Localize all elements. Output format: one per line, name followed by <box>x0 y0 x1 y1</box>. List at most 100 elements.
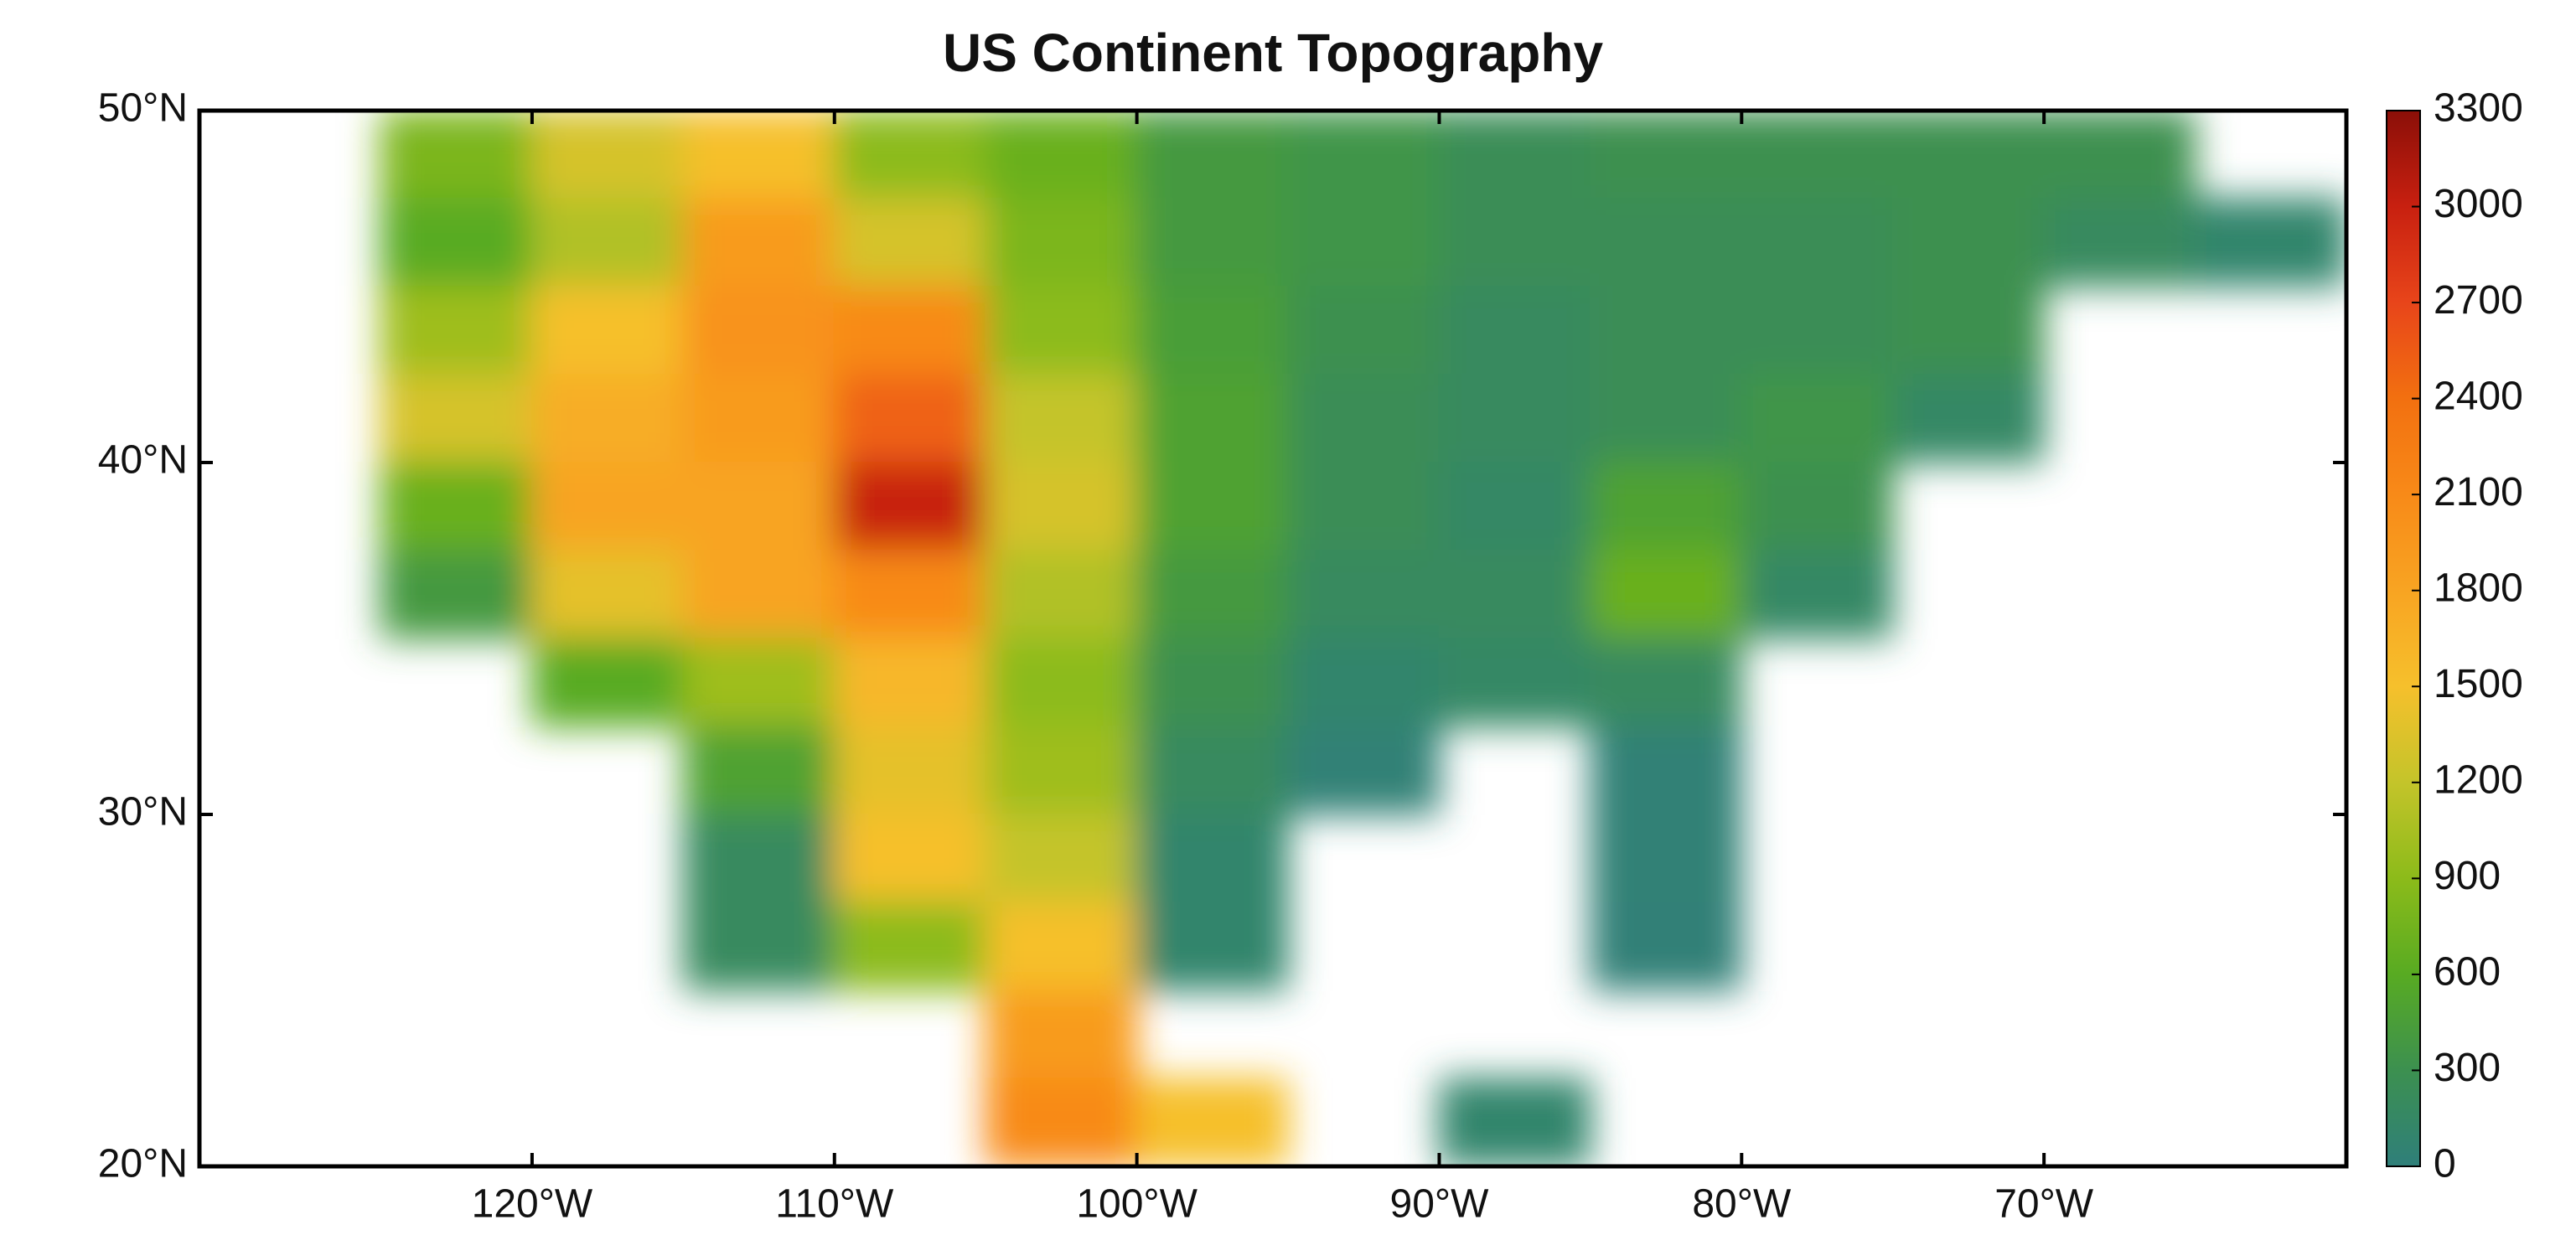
elevation-cell <box>2194 198 2346 287</box>
elevation-cell <box>1135 726 1290 815</box>
x-tick-label: 120°W <box>472 1182 593 1227</box>
elevation-cell <box>833 550 987 639</box>
colorbar <box>2386 110 2421 1167</box>
elevation-cell <box>1741 550 1894 639</box>
elevation-cell <box>1287 726 1441 815</box>
elevation-cell <box>985 374 1138 463</box>
elevation-cell <box>1741 286 1894 375</box>
elevation-cell <box>1589 814 1743 903</box>
elevation-cells <box>380 111 2346 1166</box>
elevation-cell <box>1135 462 1290 551</box>
plot-frame <box>197 108 2349 1169</box>
elevation-cell <box>1438 286 1591 375</box>
y-tick-label: 20°N <box>98 1142 188 1186</box>
elevation-cell <box>1287 462 1441 551</box>
elevation-cell <box>1589 902 1743 991</box>
elevation-cell <box>1438 462 1591 551</box>
elevation-cell <box>1135 111 1290 199</box>
y-tick-label: 50°N <box>98 86 188 131</box>
x-tick-label: 110°W <box>775 1182 894 1227</box>
elevation-cell <box>833 902 987 991</box>
elevation-cell <box>530 111 685 199</box>
elevation-cell <box>1589 550 1743 639</box>
colorbar-tick-label: 900 <box>2434 854 2501 898</box>
elevation-cell <box>1438 1078 1591 1166</box>
y-tick-label: 40°N <box>98 438 188 483</box>
elevation-cell <box>1287 111 1441 199</box>
elevation-cell <box>682 726 835 815</box>
elevation-cell <box>985 638 1138 727</box>
elevation-cell <box>1438 550 1591 639</box>
elevation-cell <box>1287 550 1441 639</box>
elevation-cell <box>1135 286 1290 375</box>
elevation-cell <box>380 550 533 639</box>
elevation-cell <box>1135 198 1290 287</box>
elevation-cell <box>380 111 533 199</box>
elevation-cell <box>1589 111 1743 199</box>
elevation-cell <box>1287 374 1441 463</box>
elevation-cell <box>985 814 1138 903</box>
elevation-cell <box>1589 198 1743 287</box>
elevation-cell <box>833 286 987 375</box>
elevation-cell <box>1287 638 1441 727</box>
elevation-cell <box>1438 198 1591 287</box>
elevation-cell <box>1891 286 2046 375</box>
elevation-cell <box>682 374 835 463</box>
elevation-cell <box>530 462 685 551</box>
colorbar-tick-label: 300 <box>2434 1046 2501 1090</box>
elevation-cell <box>682 462 835 551</box>
elevation-cell <box>833 638 987 727</box>
elevation-cell <box>833 814 987 903</box>
elevation-cell <box>833 726 987 815</box>
elevation-cell <box>1287 286 1441 375</box>
elevation-cell <box>1589 638 1743 727</box>
elevation-cell <box>833 374 987 463</box>
elevation-cell <box>1135 814 1290 903</box>
elevation-cell <box>985 286 1138 375</box>
x-tick-label: 70°W <box>1994 1182 2094 1227</box>
elevation-cell <box>1438 638 1591 727</box>
colorbar-tick-label: 1200 <box>2434 757 2523 802</box>
elevation-cell <box>1589 462 1743 551</box>
colorbar-tick-label: 2700 <box>2434 278 2523 323</box>
elevation-cell <box>1135 1078 1290 1166</box>
elevation-cell <box>985 1078 1138 1166</box>
elevation-cell <box>380 462 533 551</box>
elevation-cell <box>2043 111 2196 199</box>
elevation-cell <box>1135 902 1290 991</box>
elevation-cell <box>530 198 685 287</box>
elevation-cell <box>682 638 835 727</box>
elevation-cell <box>682 550 835 639</box>
elevation-cell <box>1135 638 1290 727</box>
elevation-cell <box>1741 462 1894 551</box>
elevation-cell <box>682 198 835 287</box>
y-tick-label: 30°N <box>98 790 188 835</box>
elevation-cell <box>1891 198 2046 287</box>
elevation-cell <box>380 374 533 463</box>
elevation-cell <box>985 726 1138 815</box>
elevation-cell <box>380 198 533 287</box>
elevation-cell <box>1135 374 1290 463</box>
elevation-cell <box>985 990 1138 1079</box>
elevation-cell <box>1741 374 1894 463</box>
elevation-cell <box>530 550 685 639</box>
colorbar-tick-label: 2100 <box>2434 470 2523 514</box>
colorbar-tick-label: 3000 <box>2434 182 2523 226</box>
x-tick-label: 80°W <box>1692 1182 1792 1227</box>
colorbar-tick-label: 3300 <box>2434 86 2523 131</box>
elevation-cell <box>985 550 1138 639</box>
elevation-cell <box>682 111 835 199</box>
colorbar-tick-label: 2400 <box>2434 374 2523 418</box>
colorbar-tick-label: 1500 <box>2434 662 2523 706</box>
elevation-cell <box>833 198 987 287</box>
elevation-cell <box>1287 198 1441 287</box>
elevation-cell <box>380 286 533 375</box>
elevation-cell <box>2043 198 2196 287</box>
elevation-cell <box>1589 374 1743 463</box>
x-tick-label: 100°W <box>1076 1182 1197 1227</box>
elevation-cell <box>1741 198 1894 287</box>
elevation-cell <box>530 638 685 727</box>
colorbar-tick-label: 0 <box>2434 1142 2456 1186</box>
